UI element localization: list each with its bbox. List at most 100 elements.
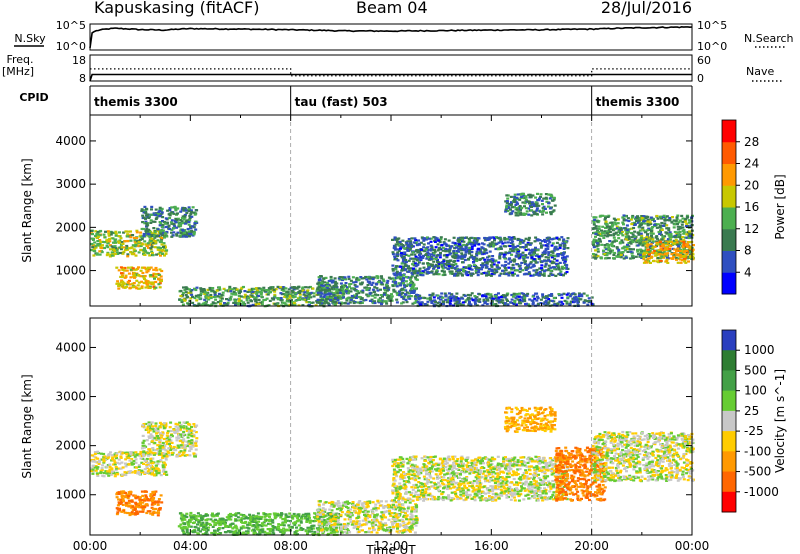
velocity-cell <box>186 436 190 439</box>
power-cell <box>430 299 434 302</box>
power-cell <box>290 289 294 292</box>
power-cell <box>526 256 530 259</box>
power-cell <box>149 221 153 224</box>
power-cell <box>480 272 484 275</box>
power-cell <box>520 206 524 209</box>
velocity-cell <box>122 510 126 513</box>
power-cell <box>468 256 472 259</box>
velocity-cell <box>128 504 132 507</box>
power-cell <box>301 289 305 292</box>
power-cell <box>642 249 646 252</box>
velocity-cell <box>119 456 123 459</box>
power-cell <box>662 250 666 253</box>
power-cell <box>139 248 143 251</box>
power-cell <box>623 245 627 248</box>
power-cell <box>261 288 265 292</box>
power-cell <box>453 257 457 260</box>
power-cell <box>381 278 385 281</box>
power-cell <box>235 288 239 291</box>
power-cell <box>456 269 460 272</box>
velocity-cell <box>140 504 144 507</box>
power-cell <box>603 234 607 237</box>
power-cell <box>373 286 377 289</box>
power-cell <box>303 291 307 294</box>
power-cell <box>648 221 652 224</box>
velocity-cell <box>112 463 116 466</box>
power-cell <box>418 250 422 253</box>
power-cell <box>343 301 347 305</box>
power-cell <box>104 230 107 233</box>
power-cell <box>420 248 423 251</box>
power-cell <box>433 240 437 243</box>
power-cell <box>208 288 212 291</box>
power-cell <box>243 296 247 299</box>
power-cell <box>543 207 547 210</box>
power-cell <box>449 299 453 302</box>
power-cell <box>560 236 564 239</box>
power-cell <box>488 236 492 239</box>
power-cell <box>510 253 514 256</box>
power-cell <box>631 240 635 244</box>
power-cell <box>533 259 537 262</box>
power-cell <box>677 234 681 237</box>
power-cell <box>470 245 474 248</box>
velocity-cell <box>124 491 127 495</box>
beam-label: Beam 04 <box>356 0 428 17</box>
velocity-cell <box>139 502 142 506</box>
power-cell <box>121 242 125 245</box>
power-cell <box>493 239 496 242</box>
power-cell <box>120 283 124 287</box>
power-cell <box>220 297 224 300</box>
power-cell <box>434 246 438 249</box>
power-cell <box>380 302 383 306</box>
power-cell <box>147 267 151 270</box>
power-cell <box>168 207 172 210</box>
power-cell <box>170 231 173 234</box>
power-cell <box>240 286 244 289</box>
velocity-cell <box>91 460 95 463</box>
power-cell <box>597 237 601 240</box>
power-cell <box>522 273 526 276</box>
power-cell <box>163 232 167 235</box>
power-cell <box>276 298 280 301</box>
power-cell <box>425 272 429 275</box>
power-cell <box>338 295 342 298</box>
power-cell <box>657 249 661 252</box>
power-cell <box>541 203 544 206</box>
power-cell <box>332 294 336 297</box>
power-cell <box>401 244 405 247</box>
noise-right-tick-top: 10^5 <box>697 19 727 32</box>
power-cell <box>544 240 548 243</box>
power-cell <box>396 251 400 254</box>
power-cell <box>348 301 352 304</box>
power-cell <box>251 290 255 294</box>
power-cell <box>160 250 164 253</box>
power-cell <box>622 218 626 221</box>
power-cell <box>544 256 548 259</box>
velocity-cell <box>138 506 142 509</box>
power-cell <box>592 223 596 226</box>
velocity-cell <box>128 513 132 517</box>
power-cell <box>108 255 112 258</box>
power-cell <box>412 260 416 263</box>
power-cell <box>129 250 133 254</box>
power-cell <box>400 256 404 259</box>
power-cell <box>470 256 474 259</box>
power-cell <box>149 275 152 278</box>
power-cell <box>477 300 481 303</box>
power-cell <box>477 247 481 250</box>
power-cell <box>663 218 667 221</box>
power-cell <box>439 236 443 239</box>
velocity-cell <box>124 462 127 465</box>
power-cell <box>396 276 400 279</box>
power-cell <box>137 281 141 284</box>
power-cell <box>323 294 327 297</box>
power-cell <box>254 300 258 303</box>
power-cell <box>522 298 526 301</box>
power-cell <box>199 290 203 293</box>
power-cell <box>512 302 516 305</box>
power-cell <box>191 225 195 228</box>
power-cell <box>124 230 128 233</box>
power-cell <box>139 269 143 272</box>
power-cell <box>106 252 110 255</box>
